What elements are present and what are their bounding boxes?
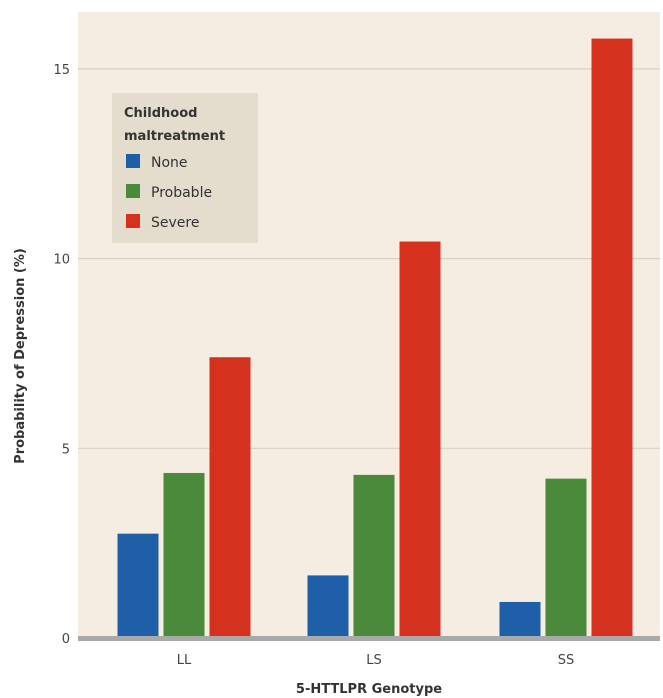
- x-tick-label: LL: [177, 653, 192, 668]
- legend-swatch-probable: [126, 184, 140, 198]
- bar-ll-none: [117, 533, 159, 638]
- x-tick-labels: LL LS SS: [177, 653, 575, 668]
- bar-ll-severe: [209, 357, 251, 638]
- bar-ss-probable: [545, 478, 587, 638]
- bar-ss-none: [499, 601, 541, 638]
- x-axis-baseline: [78, 636, 660, 641]
- bars: [117, 38, 633, 639]
- legend-swatch-severe: [126, 214, 140, 228]
- gridlines: [78, 68, 660, 449]
- y-tick-label: 5: [62, 442, 70, 457]
- y-tick-label: 15: [53, 63, 70, 78]
- y-tick-labels: 0 5 10 15: [53, 63, 70, 647]
- bar-ls-severe: [399, 241, 441, 639]
- legend-label-probable: Probable: [151, 185, 212, 201]
- legend-items: None Probable Severe: [126, 154, 212, 231]
- bar-ss-severe: [591, 38, 633, 639]
- bar-ll-probable: [163, 472, 205, 638]
- y-tick-label: 0: [62, 632, 70, 647]
- x-tick-label: LS: [366, 653, 382, 668]
- legend: Childhood maltreatment None Probable Sever…: [112, 93, 258, 243]
- y-tick-label: 10: [53, 253, 70, 268]
- legend-swatch-none: [126, 154, 140, 168]
- bar-ls-none: [307, 575, 349, 638]
- legend-label-none: None: [151, 155, 188, 171]
- legend-title-line-2: maltreatment: [124, 129, 225, 144]
- x-axis-title: 5-HTTLPR Genotype: [296, 682, 442, 697]
- y-axis-title: Probability of Depression (%): [13, 248, 28, 464]
- bar-ls-probable: [353, 474, 395, 638]
- legend-label-severe: Severe: [151, 215, 199, 231]
- legend-title-line-1: Childhood: [124, 106, 197, 121]
- x-tick-label: SS: [558, 653, 575, 668]
